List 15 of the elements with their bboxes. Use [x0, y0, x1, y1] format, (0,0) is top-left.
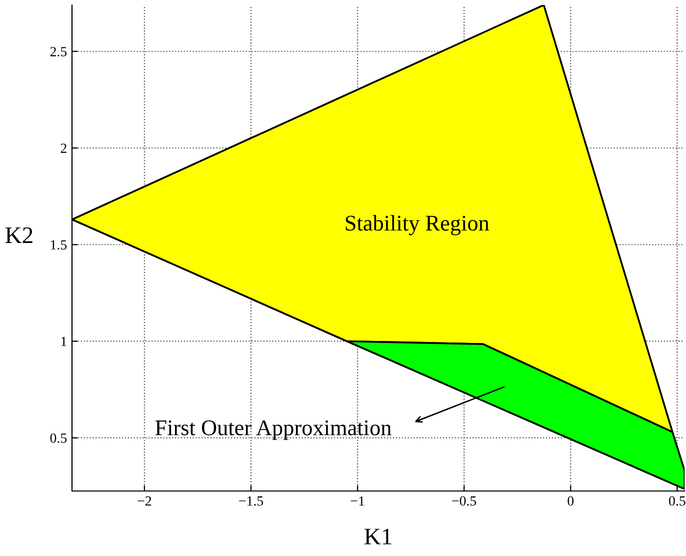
- annotation: First Outer Approximation: [155, 420, 392, 440]
- x-tick-label: −2: [138, 496, 152, 506]
- y-tick-label: 1.5: [51, 240, 67, 250]
- x-tick-label: −1.5: [239, 496, 264, 506]
- y-tick-label: 2: [60, 144, 66, 153]
- x-tick-label: −0.5: [452, 496, 476, 506]
- x-tick-label: −1: [350, 496, 364, 506]
- x-tick-label: 0: [568, 496, 574, 506]
- annotation: Stability Region: [346, 215, 490, 236]
- x-tick-label: 0.5: [669, 496, 686, 506]
- x-axis-title: K1: [364, 528, 392, 544]
- y-tick-label: 1: [61, 336, 66, 346]
- y-tick-label: 2.5: [50, 47, 67, 56]
- y-axis-title: K2: [5, 227, 32, 243]
- y-tick-label: 0.5: [50, 433, 67, 443]
